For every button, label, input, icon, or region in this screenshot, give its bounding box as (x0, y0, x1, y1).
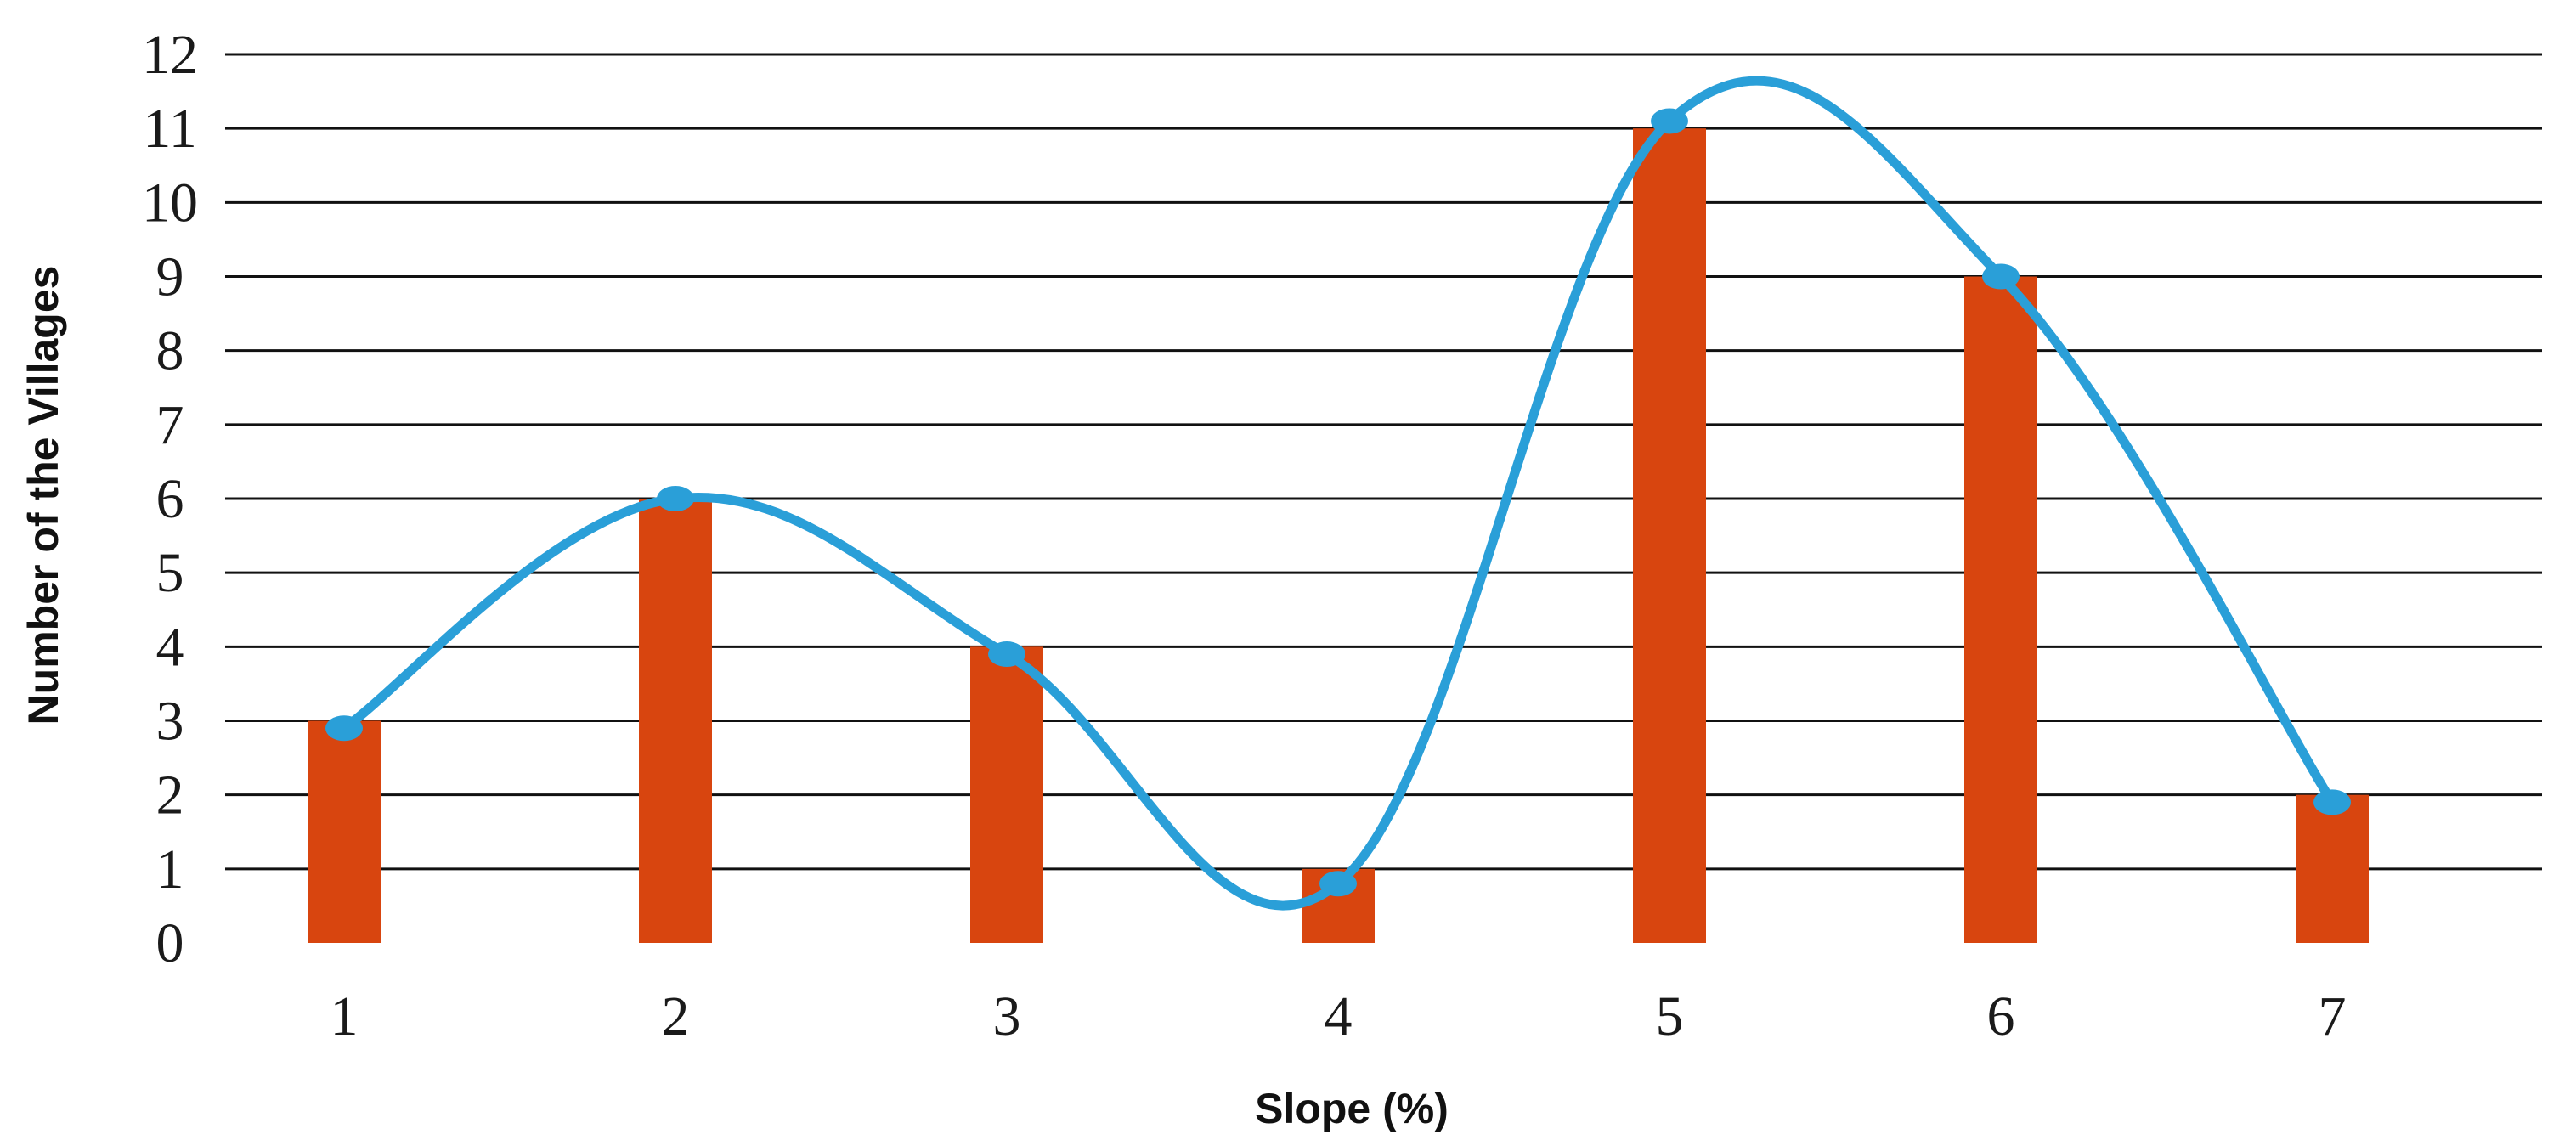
y-tick-label: 6 (156, 468, 184, 530)
y-tick-label: 11 (143, 98, 197, 160)
y-tick-label: 5 (156, 542, 184, 604)
x-tick-label: 3 (993, 985, 1021, 1047)
y-tick-label: 10 (142, 172, 198, 234)
x-axis-tick-labels: 1 2 3 4 5 6 7 (330, 985, 2347, 1047)
x-tick-label: 5 (1656, 985, 1684, 1047)
line-marker (988, 641, 1025, 668)
line-marker (325, 715, 363, 742)
y-tick-label: 1 (156, 838, 184, 900)
bar (970, 646, 1043, 943)
x-tick-label: 4 (1325, 985, 1353, 1047)
bar (1964, 276, 2037, 943)
bar (639, 499, 712, 943)
line-series (325, 76, 2351, 911)
y-axis-title: Number of the Villages (20, 266, 67, 725)
y-tick-label: 7 (156, 394, 184, 456)
line-marker (1982, 263, 2020, 290)
bar (2296, 794, 2369, 943)
x-tick-label: 7 (2319, 985, 2347, 1047)
line-marker (1319, 871, 1357, 897)
y-tick-label: 0 (156, 912, 184, 974)
y-tick-label: 3 (156, 691, 184, 753)
trend-line (339, 76, 2337, 911)
line-marker (1651, 108, 1688, 134)
line-marker (2313, 789, 2351, 815)
x-tick-label: 2 (662, 985, 690, 1047)
bar (1633, 128, 1706, 943)
gridlines (225, 53, 2542, 871)
bar-series (308, 128, 2369, 943)
x-tick-label: 6 (1987, 985, 2015, 1047)
line-marker (657, 486, 694, 511)
y-tick-label: 12 (142, 24, 198, 86)
y-tick-label: 4 (156, 616, 184, 678)
y-tick-label: 9 (156, 246, 184, 308)
x-axis-title: Slope (%) (1255, 1085, 1449, 1132)
y-tick-label: 8 (156, 320, 184, 382)
x-tick-label: 1 (330, 985, 359, 1047)
y-tick-label: 2 (156, 765, 184, 827)
bar (308, 720, 381, 943)
